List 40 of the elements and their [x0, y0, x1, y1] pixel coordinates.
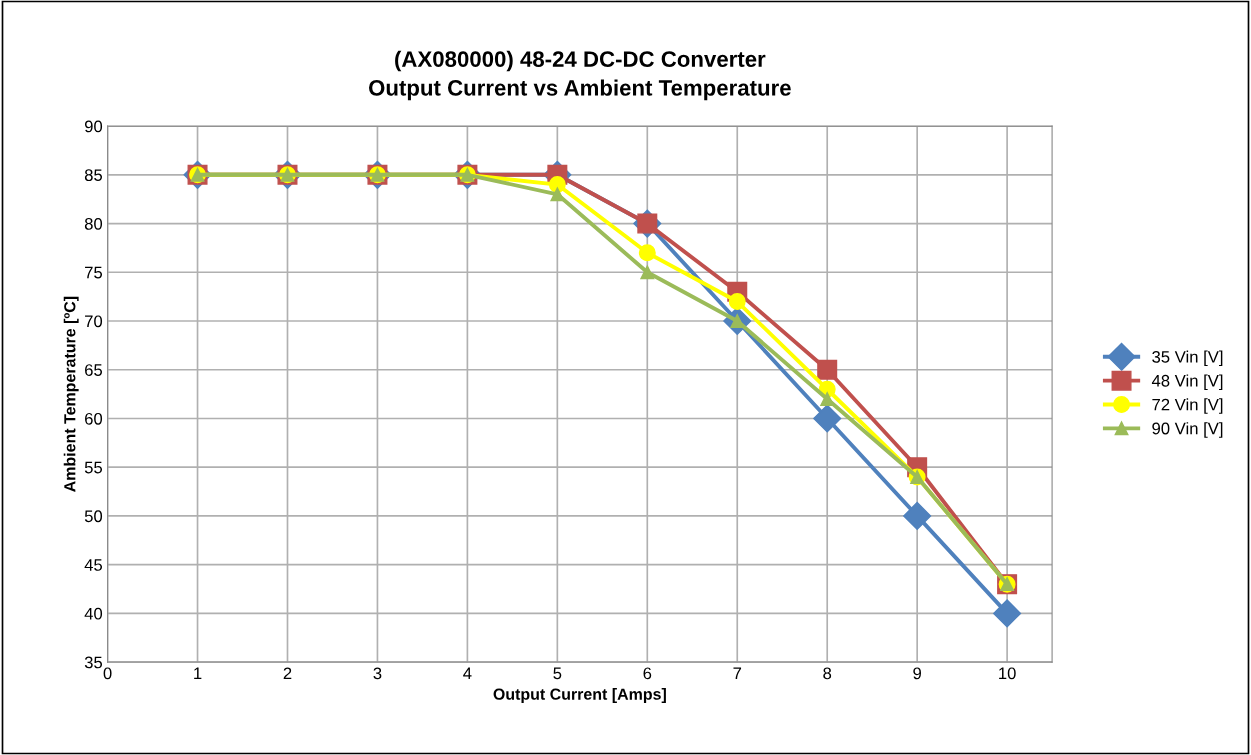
point: [638, 244, 656, 262]
legend-label: 90 Vin [V]: [1152, 422, 1223, 438]
y-tick-label: 90: [84, 120, 103, 133]
x-tick-label: 9: [913, 667, 922, 680]
x-tick-label: 2: [283, 667, 292, 680]
x-tick-label: 8: [823, 667, 832, 680]
y-tick-label: 45: [84, 559, 103, 571]
y-tick-label: 35: [84, 656, 103, 669]
point: [820, 392, 835, 406]
x-tick-label: 4: [463, 667, 472, 680]
point: [813, 404, 842, 433]
legend-label: 48 Vin [V]: [1151, 374, 1223, 390]
legend-label: 72 Vin [V]: [1152, 398, 1223, 414]
x-tick-label: 10: [999, 667, 1016, 680]
legend-label: 35 Vin [V]: [1152, 350, 1223, 367]
x-tick-label: 7: [733, 667, 742, 680]
point: [903, 501, 932, 530]
y-tick-label: 55: [84, 461, 103, 474]
point: [817, 359, 838, 380]
x-tick-label: 6: [643, 667, 652, 680]
point: [640, 265, 655, 280]
y-tick-label: 75: [85, 266, 103, 279]
y-axis-title: Ambient Temperature [ºC]: [63, 296, 79, 492]
y-tick-label: 40: [84, 607, 103, 620]
x-tick-label: 1: [194, 667, 202, 680]
y-tick-label: 50: [84, 510, 103, 523]
y-tick-label: 85: [84, 169, 103, 182]
point: [548, 176, 566, 194]
y-tick-label: 65: [85, 364, 103, 376]
x-axis-title: Output Current [Amps]: [493, 688, 666, 703]
x-tick-label: 5: [553, 667, 562, 680]
chart-title: (AX080000) 48-24 DC-DC Converter Output Current vs Ambient Temperature: [369, 50, 791, 101]
point: [550, 187, 565, 202]
x-tick-label: 3: [373, 667, 382, 680]
point: [728, 293, 746, 310]
y-tick-label: 70: [85, 315, 103, 328]
point: [993, 599, 1022, 628]
x-tick-label: 0: [103, 667, 112, 680]
y-tick-label: 80: [84, 217, 103, 230]
y-tick-label: 60: [85, 412, 103, 425]
